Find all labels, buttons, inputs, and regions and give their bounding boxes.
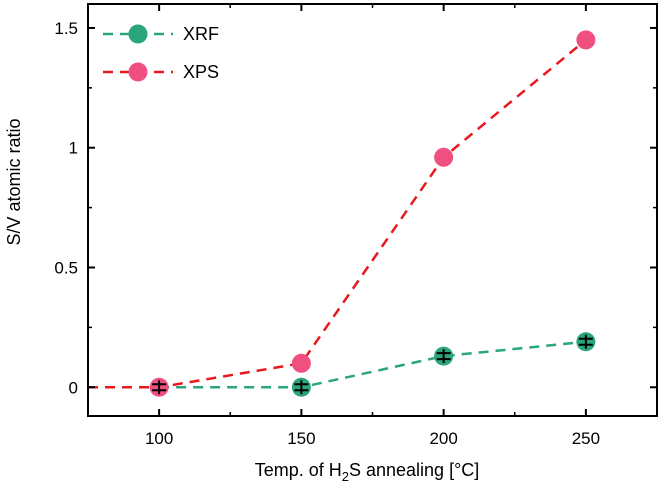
x-axis-title-prefix: Temp. of H bbox=[255, 460, 342, 480]
x-axis-title: Temp. of H2S annealing [°C] bbox=[255, 460, 480, 484]
legend-label-xps: XPS bbox=[183, 62, 219, 82]
y-axis-title: S/V atomic ratio bbox=[4, 118, 24, 245]
error-bars bbox=[152, 334, 593, 395]
data-point-xps bbox=[576, 30, 596, 50]
data-points bbox=[149, 30, 596, 397]
series-line-xps bbox=[88, 38, 587, 389]
y-tick-label: 0.5 bbox=[54, 258, 78, 277]
legend: XRF XPS bbox=[103, 24, 219, 82]
data-point-xps bbox=[434, 147, 454, 167]
x-tick-label: 150 bbox=[287, 429, 315, 448]
y-tick-label: 1.5 bbox=[54, 19, 78, 38]
y-tick-label: 1 bbox=[69, 139, 78, 158]
legend-marker-xrf bbox=[128, 24, 148, 44]
axis-ticks: 100 150 200 250 0 0.5 1 1.5 bbox=[54, 4, 657, 448]
legend-marker-xps bbox=[128, 62, 148, 82]
plot-frame-rect bbox=[87, 3, 658, 417]
data-point-xps bbox=[291, 353, 311, 373]
plot-frame bbox=[87, 3, 658, 417]
x-tick-label: 250 bbox=[572, 429, 600, 448]
series-line-xrf bbox=[159, 340, 587, 389]
x-tick-label: 100 bbox=[145, 429, 173, 448]
x-axis-title-subscript: 2 bbox=[342, 469, 349, 484]
x-axis-title-suffix: S annealing [°C] bbox=[349, 460, 479, 480]
y-tick-label: 0 bbox=[69, 378, 78, 397]
series-lines bbox=[88, 38, 587, 389]
legend-label-xrf: XRF bbox=[183, 24, 219, 44]
x-tick-label: 200 bbox=[429, 429, 457, 448]
